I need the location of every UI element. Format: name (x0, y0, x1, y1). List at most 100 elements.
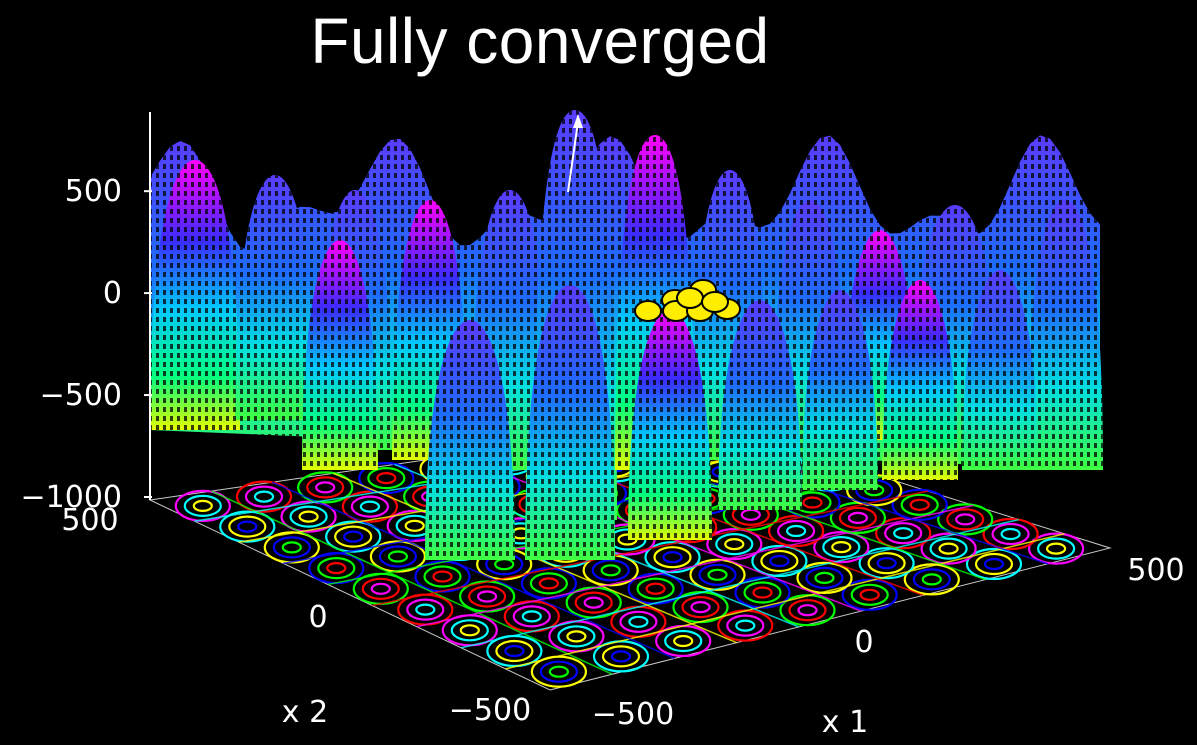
contour-line (610, 650, 632, 663)
contour-line (378, 545, 417, 568)
contour-line (416, 504, 974, 628)
surface-peak-mesh (802, 290, 878, 490)
x1-tick-label: 0 (854, 625, 873, 660)
contour-line (991, 522, 1030, 546)
contour-line (929, 537, 968, 560)
contour-line (884, 522, 923, 545)
arrow-line (567, 121, 579, 193)
contour-line (912, 568, 951, 591)
contour-line (350, 495, 389, 518)
contour-line (628, 615, 649, 628)
x1-tick-label: −500 (592, 697, 674, 732)
contour-line (361, 577, 400, 600)
contour-line (909, 498, 930, 511)
surface-peak-mesh (150, 160, 240, 430)
contour-line (370, 582, 391, 595)
contour-line (726, 614, 765, 637)
contour-line (690, 600, 711, 614)
contour-line (805, 566, 844, 590)
contour-line (974, 552, 1014, 576)
contour-line (876, 557, 897, 570)
contour-line (813, 530, 870, 564)
contour-line (468, 585, 507, 608)
x1-tick-label: 500 (1127, 553, 1184, 588)
contour-line (636, 577, 675, 600)
surface-peak-mesh (1027, 200, 1103, 470)
contour-line (921, 573, 942, 586)
arrow-head (573, 114, 583, 128)
contour-line (271, 481, 675, 660)
contour-line (406, 598, 445, 621)
contour-line (706, 527, 763, 561)
contour-line (235, 480, 293, 513)
contour-line (317, 556, 356, 580)
contour-line (326, 561, 347, 575)
contour-line (903, 563, 960, 596)
population-point (676, 287, 704, 309)
contour-line (174, 489, 231, 522)
contour-line (1000, 527, 1021, 541)
contour-line (752, 586, 773, 599)
contour-line (341, 490, 398, 523)
contour-line (192, 499, 213, 512)
contour-line (785, 524, 807, 538)
z-tick-label: 500 (65, 174, 122, 209)
contour-line (767, 514, 825, 548)
surface-peak-mesh (302, 240, 378, 470)
contour-line (937, 503, 994, 536)
contour-line (334, 525, 373, 548)
contour-line (891, 488, 948, 521)
contour-line (1027, 532, 1085, 565)
contour-line (900, 493, 939, 516)
contour-line (358, 462, 415, 495)
z-tick-label: −500 (40, 378, 122, 413)
contour-line (1036, 537, 1076, 560)
surface-peak-mesh (718, 300, 802, 510)
contour-line (539, 660, 579, 683)
contour-line (938, 542, 959, 555)
contour-line (858, 547, 915, 580)
contour-line (814, 571, 835, 585)
contour-line (387, 550, 408, 563)
x2-tick-label: 500 (61, 503, 118, 538)
contour-line (859, 588, 880, 601)
contour-line (850, 583, 889, 606)
surface-peak-mesh (235, 175, 315, 420)
contour-line (315, 481, 336, 494)
contour-line (404, 519, 425, 532)
contour-line (847, 511, 869, 525)
surface-peak-mesh (425, 320, 515, 560)
contour-line (751, 544, 808, 578)
contour-line (574, 591, 613, 614)
contour-line (946, 508, 985, 531)
contour-line (504, 644, 525, 658)
contour-line (1045, 542, 1067, 555)
contour-line (797, 604, 818, 617)
surface-mesh (150, 110, 1103, 560)
contour-line (529, 572, 569, 595)
contour-line (343, 530, 364, 543)
contour-line (982, 517, 1039, 551)
z-tick-label: 0 (103, 276, 122, 311)
x2-tick-label: 0 (308, 600, 327, 635)
contour-line (566, 630, 587, 643)
contour-line (376, 472, 397, 485)
contour-line (822, 535, 861, 559)
x2-tick-label: −500 (449, 693, 531, 728)
contour-line (281, 541, 302, 554)
contour-line (557, 625, 596, 648)
contour-line (298, 510, 319, 523)
contour-line (664, 629, 703, 653)
contour-line (359, 500, 380, 513)
contour-line (460, 518, 1020, 649)
z-tick-label: −1000 (21, 480, 122, 515)
contour-line (965, 547, 1023, 581)
contour-line (769, 554, 790, 568)
contour-line (788, 599, 827, 622)
contour-line (619, 610, 658, 633)
contour-line (653, 546, 692, 569)
contour-line (219, 510, 276, 543)
contour-line (325, 520, 382, 553)
